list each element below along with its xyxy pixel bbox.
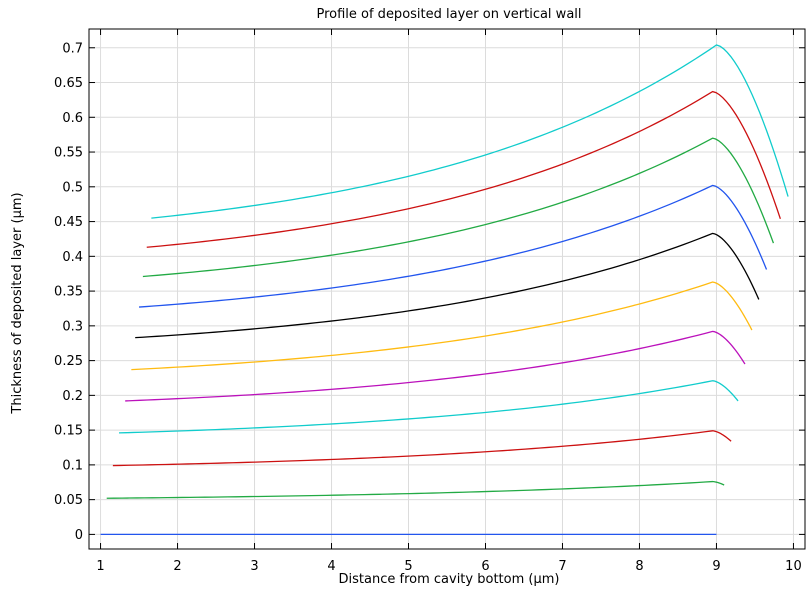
- x-tick-label: 8: [635, 559, 643, 574]
- chart-title: Profile of deposited layer on vertical w…: [316, 7, 581, 22]
- x-tick-label: 4: [327, 559, 335, 574]
- series-lines: [100, 44, 789, 536]
- x-tick-label: 1: [96, 559, 104, 574]
- x-tick-label: 7: [558, 559, 566, 574]
- y-tick-label: 0.35: [54, 285, 83, 300]
- grid-lines: [89, 29, 805, 549]
- y-tick-label: 0.45: [54, 215, 83, 230]
- series-line: [106, 480, 725, 499]
- y-tick-label: 0: [75, 528, 83, 543]
- y-tick-label: 0.5: [62, 180, 83, 195]
- series-line: [151, 44, 789, 219]
- x-tick-label: 6: [481, 559, 489, 574]
- series-line: [135, 232, 760, 339]
- x-axis-label: Distance from cavity bottom (µm): [339, 572, 560, 587]
- y-tick-label: 0.6: [62, 111, 83, 126]
- series-line: [119, 380, 739, 434]
- x-tick-label: 10: [785, 559, 802, 574]
- series-line: [125, 330, 746, 402]
- plot-frame: [88, 28, 806, 550]
- x-tick-label: 5: [404, 559, 412, 574]
- y-tick-label: 0.65: [54, 76, 83, 91]
- y-tick-label: 0.4: [62, 250, 83, 265]
- y-axis-label: Thickness of deposited layer (µm): [10, 192, 25, 414]
- series-line: [138, 184, 768, 308]
- y-tick-label: 0.2: [62, 389, 83, 404]
- series-line: [142, 137, 775, 278]
- y-tick-label: 0.15: [54, 424, 83, 439]
- x-tick-label: 9: [712, 559, 720, 574]
- y-tick-label: 0.05: [54, 493, 83, 508]
- series-line: [131, 281, 753, 371]
- axis-ticks: 1 2 3 4 5 6 7 8 9 10 0 0.05 0.1 0.15 0.2 0.25 0.3 0.35 0.4…: [54, 29, 805, 574]
- x-tick-label: 2: [173, 559, 181, 574]
- series-line: [112, 430, 732, 467]
- y-tick-label: 0.25: [54, 354, 83, 369]
- x-tick-label: 3: [250, 559, 258, 574]
- y-tick-label: 0.55: [54, 146, 83, 161]
- series-line: [146, 90, 781, 248]
- y-tick-label: 0.7: [62, 41, 83, 56]
- y-tick-label: 0.3: [62, 319, 83, 334]
- y-tick-label: 0.1: [62, 458, 83, 473]
